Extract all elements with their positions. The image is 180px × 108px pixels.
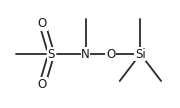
Text: O: O [106,48,115,60]
Text: Si: Si [135,48,146,60]
Text: O: O [38,78,47,91]
Text: S: S [48,48,55,60]
Text: O: O [38,17,47,30]
Text: N: N [81,48,90,60]
